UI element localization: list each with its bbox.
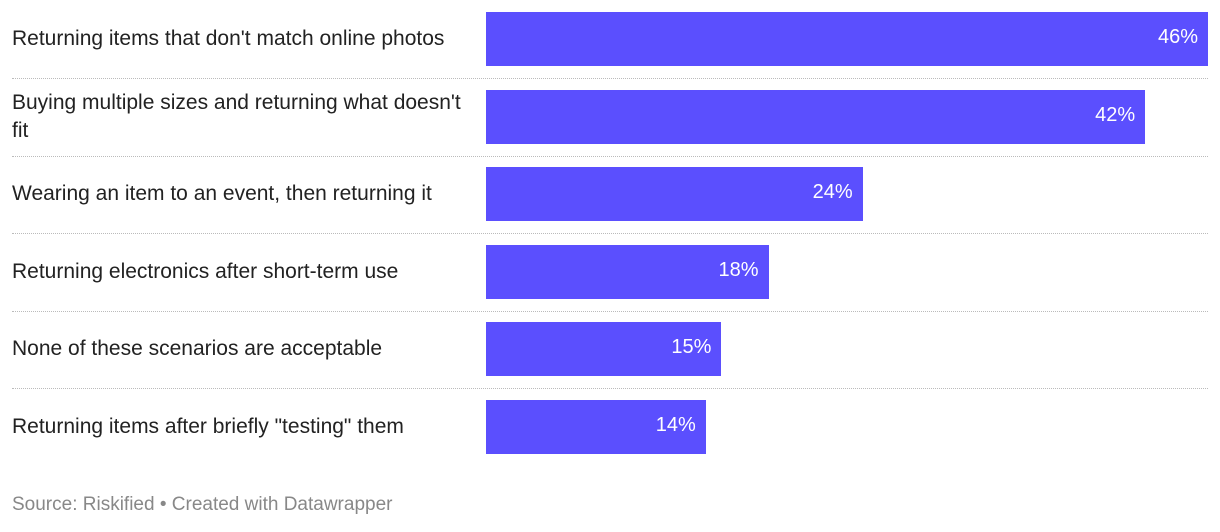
bar: 46% [486, 12, 1208, 66]
row: Returning items that don't match online … [12, 12, 1208, 90]
row: Returning items after briefly "testing" … [12, 400, 1208, 478]
category-label: None of these scenarios are acceptable [12, 337, 383, 361]
category-label: Returning electronics after short-term u… [12, 259, 399, 283]
category-label: Returning items that don't match online … [12, 27, 445, 50]
value-label: 18% [718, 258, 759, 281]
bar: 14% [486, 400, 706, 454]
category-label: Returning items after briefly "testing" … [12, 415, 404, 438]
value-label: 15% [671, 336, 712, 359]
category-label: Buying multiple sizes and returning what… [12, 90, 461, 142]
bar: 42% [486, 89, 1146, 144]
row: Returning electronics after short-term u… [12, 244, 1208, 323]
row: Buying multiple sizes and returning what… [12, 89, 1208, 168]
row: None of these scenarios are acceptable 15… [12, 322, 1208, 400]
separator [12, 310, 1208, 312]
row: Wearing an item to an event, then return… [12, 167, 1208, 245]
separator [12, 233, 1208, 235]
value-label: 46% [1157, 26, 1198, 48]
value-label: 14% [655, 414, 696, 436]
bar: 15% [486, 322, 722, 377]
separator [12, 388, 1208, 390]
source: Source: Riskified • Created with Datawra… [12, 494, 393, 515]
value-label: 24% [812, 181, 853, 204]
separator [12, 155, 1208, 157]
bar: 24% [486, 167, 863, 222]
category-label: Wearing an item to an event, then return… [12, 182, 432, 206]
separator [12, 78, 1208, 79]
bar: 18% [486, 244, 769, 299]
value-label: 42% [1095, 103, 1136, 126]
